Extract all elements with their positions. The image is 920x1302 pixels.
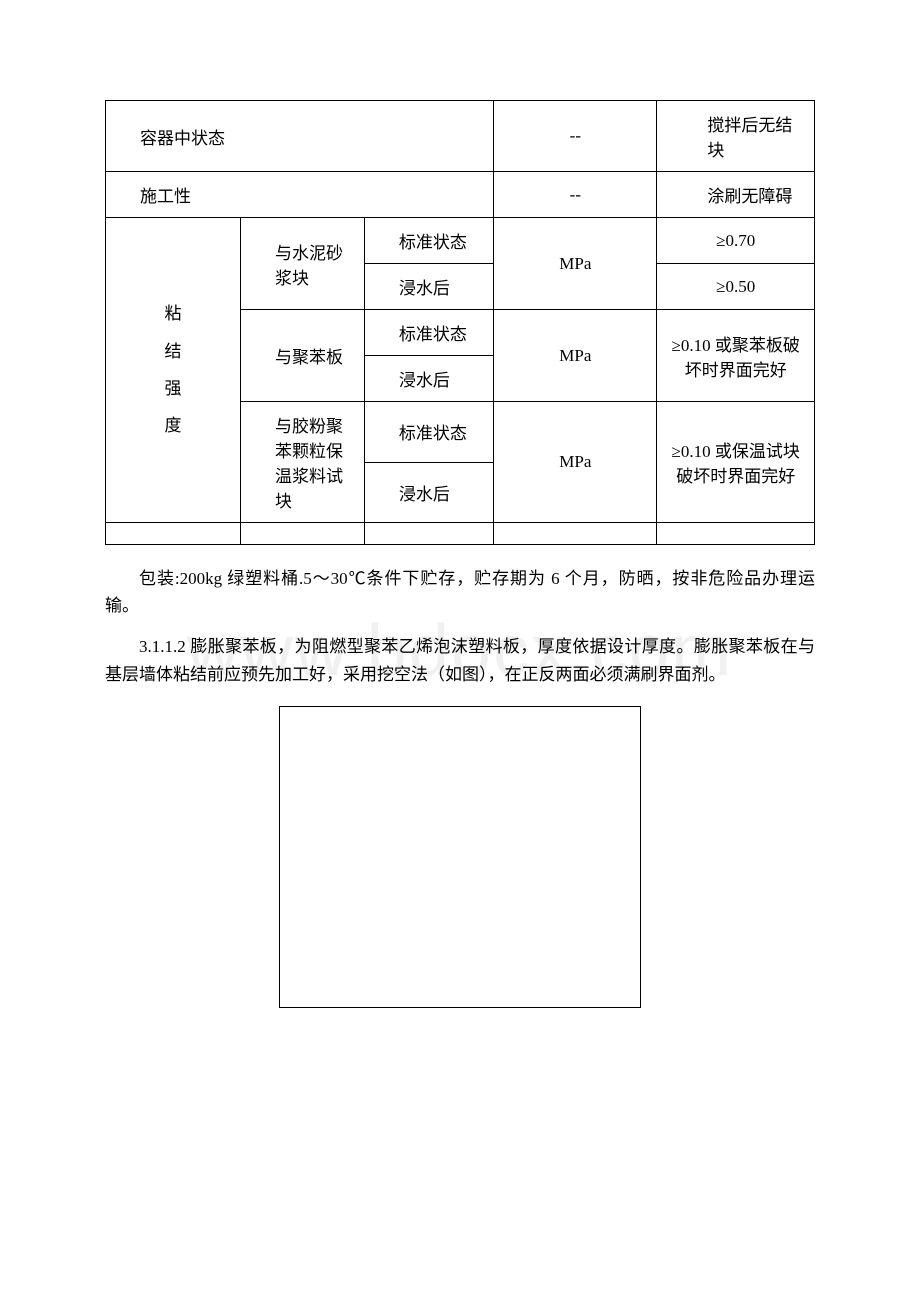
paragraph-eps-board: 3.1.1.2 膨胀聚苯板，为阻燃型聚苯乙烯泡沫塑料板，厚度依据设计厚度。膨胀聚… bbox=[105, 633, 815, 687]
label-container-state: 容器中状态 bbox=[106, 101, 494, 172]
table-row-workability: 施工性 -- 涂刷无障碍 bbox=[106, 172, 815, 218]
spec-table: 容器中状态 -- 搅拌后无结块 施工性 -- 涂刷无障碍 粘结强度 与水泥砂浆块… bbox=[105, 100, 815, 545]
cond-eps-wet: 浸水后 bbox=[364, 356, 493, 402]
material-cement: 与水泥砂浆块 bbox=[241, 218, 365, 310]
unit-container-state: -- bbox=[494, 101, 657, 172]
value-eps: ≥0.10 或聚苯板破坏时界面完好 bbox=[657, 310, 815, 402]
table-row-cement-std: 粘结强度 与水泥砂浆块 标准状态 MPa ≥0.70 bbox=[106, 218, 815, 264]
value-cement-wet: ≥0.50 bbox=[657, 264, 815, 310]
cond-powder-wet: 浸水后 bbox=[364, 462, 493, 523]
cond-cement-std: 标准状态 bbox=[364, 218, 493, 264]
unit-workability: -- bbox=[494, 172, 657, 218]
cond-powder-std: 标准状态 bbox=[364, 402, 493, 463]
material-powder: 与胶粉聚苯颗粒保温浆料试块 bbox=[241, 402, 365, 523]
unit-powder: MPa bbox=[494, 402, 657, 523]
value-container-state: 搅拌后无结块 bbox=[657, 101, 815, 172]
table-row-empty bbox=[106, 523, 815, 545]
cond-eps-std: 标准状态 bbox=[364, 310, 493, 356]
material-eps: 与聚苯板 bbox=[241, 310, 365, 402]
cond-cement-wet: 浸水后 bbox=[364, 264, 493, 310]
label-workability: 施工性 bbox=[106, 172, 494, 218]
value-powder: ≥0.10 或保温试块破坏时界面完好 bbox=[657, 402, 815, 523]
unit-cement: MPa bbox=[494, 218, 657, 310]
document-content: 容器中状态 -- 搅拌后无结块 施工性 -- 涂刷无障碍 粘结强度 与水泥砂浆块… bbox=[105, 100, 815, 1008]
table-row-container-state: 容器中状态 -- 搅拌后无结块 bbox=[106, 101, 815, 172]
paragraph-packaging: 包装:200kg 绿塑料桶.5～30℃条件下贮存，贮存期为 6 个月，防晒，按非… bbox=[105, 565, 815, 619]
value-workability: 涂刷无障碍 bbox=[657, 172, 815, 218]
value-cement-std: ≥0.70 bbox=[657, 218, 815, 264]
figure-placeholder bbox=[279, 706, 641, 1008]
label-bond-strength: 粘结强度 bbox=[106, 218, 241, 523]
unit-eps: MPa bbox=[494, 310, 657, 402]
